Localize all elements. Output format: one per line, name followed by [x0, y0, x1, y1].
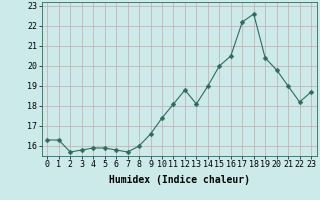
X-axis label: Humidex (Indice chaleur): Humidex (Indice chaleur) [109, 175, 250, 185]
